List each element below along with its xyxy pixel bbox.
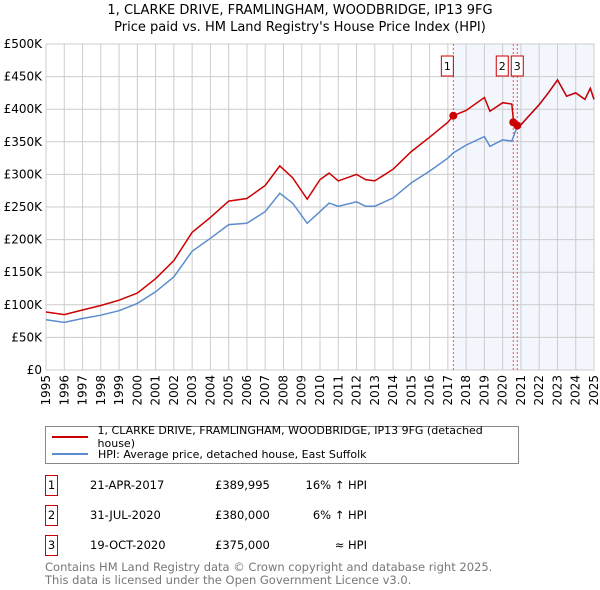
x-tick-label: 2019	[477, 375, 491, 406]
x-tick-label: 2013	[368, 375, 382, 406]
x-tick-label: 2002	[167, 375, 181, 406]
x-tick-label: 2006	[240, 375, 254, 406]
x-tick-label: 2017	[441, 375, 455, 406]
footer-line-1: Contains HM Land Registry data © Crown c…	[45, 560, 493, 574]
x-tick-label: 2023	[550, 375, 564, 406]
sale-label-box	[495, 55, 509, 77]
x-tick-label: 2007	[258, 375, 272, 406]
sale-hpi-diff: 6% ↑ HPI	[312, 508, 367, 522]
sale-date: 21-APR-2017	[90, 478, 165, 492]
x-tick-label: 2011	[331, 375, 345, 406]
x-tick-label: 2018	[459, 375, 473, 406]
chart-title: 1, CLARKE DRIVE, FRAMLINGHAM, WOODBRIDGE…	[107, 3, 493, 18]
y-tick-label: £300K	[4, 167, 44, 181]
y-tick-label: £400K	[4, 102, 44, 116]
x-tick-label: 2003	[185, 375, 199, 406]
plot-area: £0 £50K £100K £150K £200K £250K £300K £350K £400…	[4, 37, 600, 406]
sale-date: 31-JUL-2020	[90, 508, 161, 522]
sale-label: 2	[499, 60, 506, 73]
x-tick-label: 2012	[350, 375, 364, 406]
y-tick-label: £50K	[11, 330, 43, 344]
x-tick-label: 2015	[404, 375, 418, 406]
x-tick-label: 2009	[295, 375, 309, 406]
sale-point	[449, 111, 458, 120]
y-tick-label: £450K	[4, 70, 44, 84]
y-tick-label: £150K	[4, 265, 44, 279]
chart-subtitle: Price paid vs. HM Land Registry's House …	[114, 20, 486, 35]
sale-price: £375,000	[215, 538, 270, 552]
sale-row: 2 31-JUL-2020 £380,000 6% ↑ HPI	[45, 505, 465, 527]
y-tick-label: £250K	[4, 200, 44, 214]
x-tick-label: 1999	[112, 375, 126, 406]
sale-number: 2	[45, 505, 58, 526]
footer: Contains HM Land Registry data © Crown c…	[45, 561, 492, 587]
y-tick-label: £0	[27, 363, 42, 377]
y-tick-label: £200K	[4, 233, 44, 247]
x-tick-label: 2016	[423, 375, 437, 406]
y-tick-label: £100K	[4, 298, 44, 312]
y-tick-label: £500K	[4, 37, 44, 51]
x-tick-label: 1997	[76, 375, 90, 406]
x-tick-label: 2000	[130, 375, 144, 406]
sale-price: £389,995	[215, 478, 270, 492]
legend-label-hpi: HPI: Average price, detached house, East…	[98, 447, 367, 461]
x-tick-label: 2005	[222, 375, 236, 406]
sale-row: 3 19-OCT-2020 £375,000 ≈ HPI	[45, 535, 465, 557]
sale-row: 1 21-APR-2017 £389,995 16% ↑ HPI	[45, 475, 465, 497]
sale-label: 3	[514, 60, 521, 73]
legend-label-property: 1, CLARKE DRIVE, FRAMLINGHAM, WOODBRIDGE…	[97, 424, 483, 450]
x-tick-label: 1998	[94, 375, 108, 406]
x-tick-label: 1996	[57, 375, 71, 406]
y-tick-label: £350K	[4, 135, 44, 149]
sale-label-box	[440, 55, 454, 77]
x-tick-label: 2025	[587, 375, 600, 406]
footer-line-2: This data is licensed under the Open Gov…	[45, 573, 412, 587]
sale-label: 1	[444, 60, 451, 73]
sale-hpi-diff: ≈ HPI	[334, 538, 367, 552]
sale-price: £380,000	[215, 508, 270, 522]
x-tick-label: 2024	[569, 375, 583, 406]
legend-swatch-hpi	[52, 453, 88, 455]
x-tick-label: 2020	[496, 375, 510, 406]
property-price-line	[45, 78, 595, 316]
x-tick-label: 2014	[386, 375, 400, 406]
sale-label-box	[510, 55, 524, 77]
legend: 1, CLARKE DRIVE, FRAMLINGHAM, WOODBRIDGE…	[45, 424, 519, 464]
sale-number: 3	[45, 535, 58, 556]
x-tick-label: 2004	[203, 375, 217, 406]
x-tick-label: 2008	[276, 375, 290, 406]
x-tick-label: 2022	[532, 375, 546, 406]
x-tick-label: 2021	[514, 375, 528, 406]
plot-border	[45, 43, 595, 371]
sale-date: 19-OCT-2020	[90, 538, 166, 552]
sale-point	[513, 121, 522, 130]
x-tick-label: 1995	[39, 375, 53, 406]
sale-number: 1	[45, 475, 58, 496]
x-tick-label: 2001	[149, 375, 163, 406]
x-tick-label: 2010	[313, 375, 327, 406]
legend-swatch-property	[52, 436, 88, 438]
sale-hpi-diff: 16% ↑ HPI	[305, 478, 367, 492]
